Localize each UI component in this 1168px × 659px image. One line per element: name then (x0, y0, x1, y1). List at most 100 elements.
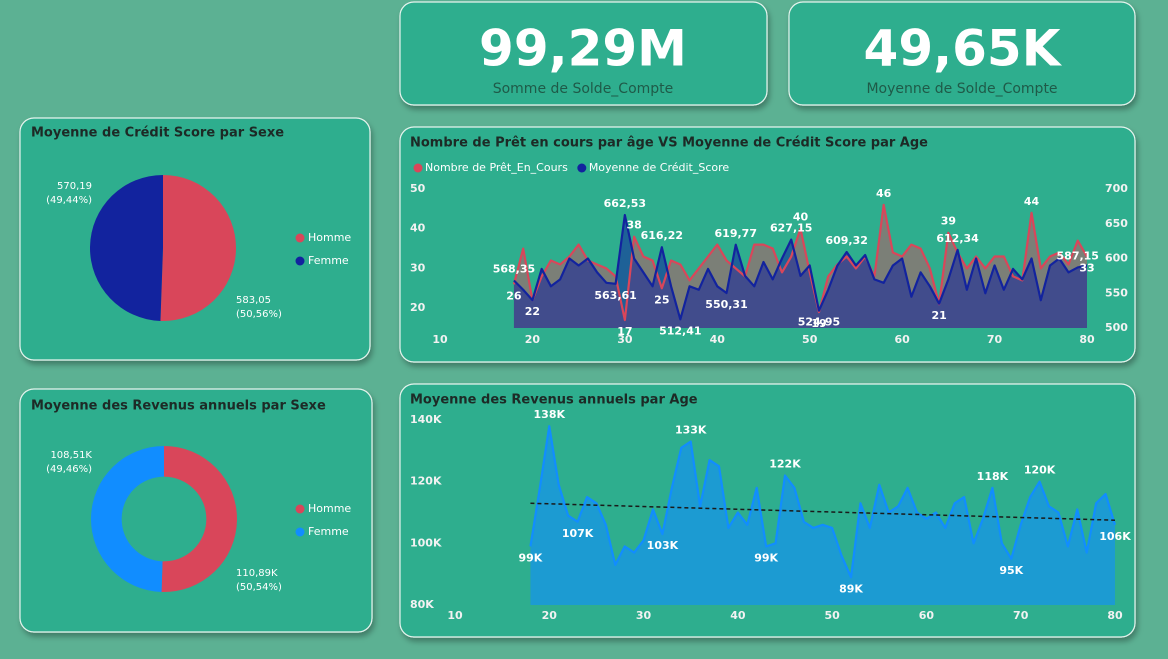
data-label: 106K (1099, 530, 1131, 543)
y-tick-label: 140K (410, 413, 442, 426)
legend-label: Homme (308, 231, 351, 244)
data-label: 118K (977, 470, 1009, 483)
data-label: 612,34 (936, 232, 979, 245)
x-tick-label: 80 (1079, 333, 1095, 346)
card-value: 49,65K (864, 20, 1063, 78)
card-label: Somme de Solde_Compte (493, 81, 674, 97)
y-tick-label: 100K (410, 536, 442, 549)
x-tick-label: 40 (730, 609, 746, 622)
y-tick-label: 650 (1105, 217, 1128, 230)
percent-label: (50,56%) (236, 309, 282, 320)
line (529, 425, 1117, 579)
y-tick-label: 700 (1105, 182, 1128, 195)
percent-label: (50,54%) (236, 582, 282, 593)
y-tick-label: 80K (410, 598, 434, 611)
area (513, 215, 1087, 328)
y-tick-label: 500 (1105, 321, 1128, 334)
slice (90, 175, 163, 321)
data-label: 99K (519, 551, 543, 564)
data-label: 110,89K (236, 568, 278, 579)
percent-label: (49,44%) (46, 195, 92, 206)
data-label: 524,95 (798, 316, 840, 329)
data-label: 21 (931, 309, 946, 322)
data-label: 616,22 (641, 229, 683, 242)
data-label: 107K (562, 527, 594, 540)
legend-marker (295, 527, 305, 537)
legend-marker (295, 256, 305, 266)
chart-title: Nombre de Prêt en cours par âge VS Moyen… (410, 136, 928, 151)
x-tick-label: 30 (617, 333, 633, 346)
y-tick-label: 20 (410, 301, 426, 314)
data-label: 44 (1024, 195, 1040, 208)
data-label: 570,19 (57, 181, 92, 192)
data-label: 99K (754, 551, 778, 564)
data-label: 19 (811, 317, 826, 330)
card-label: Moyenne de Solde_Compte (866, 81, 1057, 97)
legend-label: Femme (308, 525, 349, 538)
panel (19, 388, 373, 633)
data-label: 46 (876, 187, 892, 200)
data-label: 38 (626, 219, 641, 232)
x-tick-label: 40 (710, 333, 726, 346)
x-tick-label: 60 (894, 333, 910, 346)
chart-title: Moyenne de Crédit Score par Sexe (31, 126, 284, 141)
data-label: 568,35 (493, 262, 535, 275)
data-label: 33 (1079, 262, 1094, 275)
x-tick-label: 70 (1013, 609, 1029, 622)
legend-marker (295, 504, 305, 514)
data-label: 563,61 (594, 289, 636, 302)
data-label: 587,15 (1057, 249, 1099, 262)
slice (160, 175, 237, 321)
x-tick-label: 30 (636, 609, 652, 622)
data-label: 89K (839, 582, 863, 595)
card (399, 1, 768, 106)
x-tick-label: 20 (542, 609, 558, 622)
line (513, 213, 1088, 321)
data-label: 40 (793, 211, 809, 224)
data-label: 25 (654, 293, 669, 306)
data-label: 26 (506, 289, 522, 302)
data-label: 512,41 (659, 324, 701, 337)
legend-label: Nombre de Prêt_En_Cours (425, 161, 568, 174)
legend-marker (295, 233, 305, 243)
card (788, 1, 1136, 106)
slice (90, 446, 164, 592)
data-label: 550,31 (705, 298, 747, 311)
data-label: 120K (1024, 464, 1056, 477)
legend-marker (577, 163, 587, 173)
data-label: 619,77 (715, 227, 757, 240)
chart-title: Moyenne des Revenus annuels par Sexe (31, 399, 326, 414)
data-label: 22 (525, 305, 540, 318)
data-label: 583,05 (236, 295, 271, 306)
y-tick-label: 40 (410, 222, 426, 235)
y-tick-label: 30 (410, 261, 426, 274)
data-label: 133K (675, 424, 707, 437)
percent-label: (49,46%) (46, 464, 92, 475)
x-tick-label: 10 (432, 333, 448, 346)
data-label: 609,32 (825, 234, 867, 247)
y-tick-label: 50 (410, 182, 426, 195)
x-tick-label: 70 (987, 333, 1003, 346)
data-label: 95K (999, 564, 1023, 577)
x-tick-label: 50 (824, 609, 840, 622)
y-tick-label: 600 (1105, 252, 1128, 265)
legend-marker (413, 163, 423, 173)
y-tick-label: 550 (1105, 286, 1128, 299)
x-tick-label: 60 (919, 609, 935, 622)
card-value: 99,29M (479, 20, 687, 78)
legend-label: Homme (308, 502, 351, 515)
data-label: 627,15 (770, 222, 812, 235)
data-label: 39 (941, 215, 956, 228)
data-label: 138K (534, 408, 566, 421)
chart-title: Moyenne des Revenus annuels par Age (410, 393, 698, 408)
x-tick-label: 10 (447, 609, 463, 622)
data-label: 108,51K (50, 450, 92, 461)
x-tick-label: 20 (525, 333, 541, 346)
line (512, 203, 1088, 322)
data-label: 122K (769, 458, 801, 471)
y-tick-label: 120K (410, 475, 442, 488)
data-label: 103K (647, 539, 679, 552)
data-label: 662,53 (604, 197, 646, 210)
x-tick-label: 80 (1107, 609, 1123, 622)
